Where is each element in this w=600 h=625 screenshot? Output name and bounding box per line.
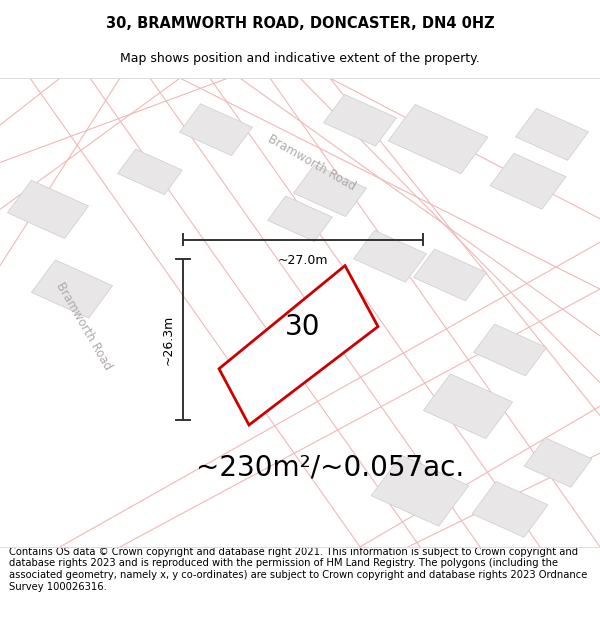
Polygon shape <box>323 94 397 146</box>
Polygon shape <box>424 374 512 439</box>
Polygon shape <box>490 153 566 209</box>
Polygon shape <box>7 180 89 239</box>
Polygon shape <box>31 260 113 318</box>
Text: Bramworth Road: Bramworth Road <box>53 281 115 372</box>
Polygon shape <box>515 109 589 160</box>
Polygon shape <box>179 104 253 156</box>
Polygon shape <box>219 266 378 425</box>
Polygon shape <box>371 455 469 526</box>
Text: ~27.0m: ~27.0m <box>278 254 328 268</box>
Polygon shape <box>268 196 332 241</box>
Polygon shape <box>353 231 427 282</box>
Polygon shape <box>472 481 548 538</box>
Text: 30, BRAMWORTH ROAD, DONCASTER, DN4 0HZ: 30, BRAMWORTH ROAD, DONCASTER, DN4 0HZ <box>106 16 494 31</box>
Text: Contains OS data © Crown copyright and database right 2021. This information is : Contains OS data © Crown copyright and d… <box>9 547 587 592</box>
Text: Bramworth Road: Bramworth Road <box>266 132 358 193</box>
Polygon shape <box>388 104 488 174</box>
Text: Map shows position and indicative extent of the property.: Map shows position and indicative extent… <box>120 52 480 65</box>
Text: ~230m²/~0.057ac.: ~230m²/~0.057ac. <box>196 453 464 481</box>
Polygon shape <box>473 324 547 376</box>
Text: 30: 30 <box>285 312 321 341</box>
Polygon shape <box>413 249 487 301</box>
Polygon shape <box>293 165 367 216</box>
Polygon shape <box>118 149 182 194</box>
Text: ~26.3m: ~26.3m <box>161 314 175 364</box>
Polygon shape <box>524 438 592 488</box>
